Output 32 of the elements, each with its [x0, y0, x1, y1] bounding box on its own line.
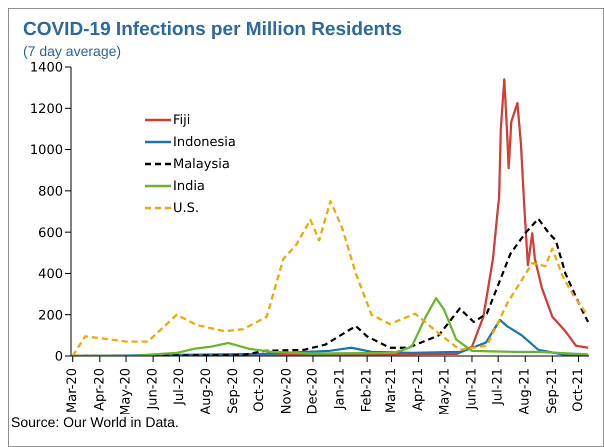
- x-tick-label: Nov-20: [279, 368, 294, 414]
- y-tick-label: 1000: [30, 143, 63, 158]
- legend-label: Indonesia: [173, 134, 236, 150]
- y-tick-label: 800: [38, 184, 63, 200]
- x-tick-label: Mar-21: [384, 368, 400, 413]
- source-note: Source: Our World in Data.: [11, 414, 180, 430]
- chart-subtitle: (7 day average): [23, 43, 122, 59]
- y-tick-label: 1200: [30, 102, 63, 117]
- x-tick-label: Feb-21: [360, 368, 375, 412]
- x-tick-label: Oct-20: [252, 368, 268, 412]
- legend-label: U.S.: [173, 200, 200, 216]
- x-tick-label: Apr-20: [92, 368, 108, 411]
- x-tick-label: Sep-20: [226, 368, 241, 414]
- y-tick-label: 0: [54, 350, 63, 365]
- x-tick-label: Mar-20: [65, 368, 80, 413]
- x-tick-label: Jan-21: [332, 368, 348, 410]
- x-tick-label: Sep-21: [544, 368, 560, 414]
- chart-title: COVID-19 Infections per Million Residents: [23, 19, 404, 41]
- x-tick-label: Apr-21: [411, 368, 426, 411]
- x-tick-label: Oct-21: [571, 368, 586, 412]
- legend-label: India: [173, 178, 205, 194]
- y-tick-label: 600: [38, 226, 63, 241]
- legend-label: Fiji: [173, 112, 190, 128]
- x-tick-label: Dec-20: [305, 368, 320, 414]
- x-tick-label: Jul-21: [490, 368, 506, 406]
- x-tick-label: Jun-20: [146, 368, 161, 411]
- x-tick-label: Jun-21: [464, 368, 480, 411]
- y-tick-label: 1400: [30, 60, 63, 76]
- legend-label: Malaysia: [173, 156, 230, 172]
- y-tick-label: 200: [38, 308, 63, 324]
- y-tick-label: 400: [38, 267, 63, 282]
- x-tick-label: Jul-20: [172, 368, 187, 406]
